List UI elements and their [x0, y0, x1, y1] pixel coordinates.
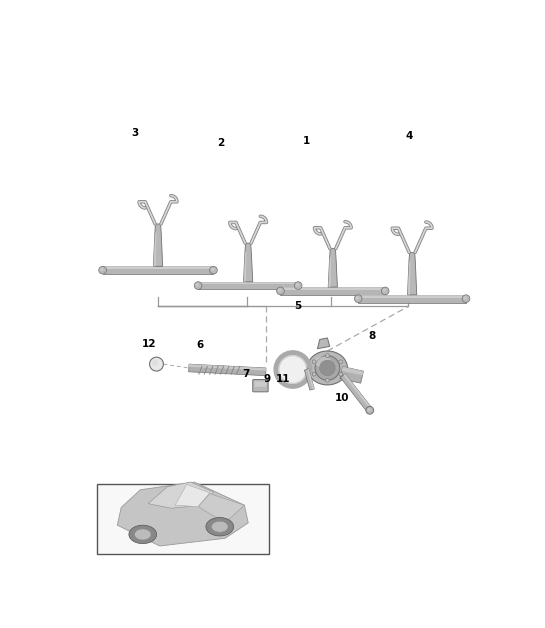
Circle shape: [383, 288, 386, 292]
Text: 10: 10: [335, 393, 349, 403]
Circle shape: [279, 355, 307, 383]
Text: 3: 3: [131, 128, 138, 138]
Circle shape: [99, 266, 106, 274]
Text: 5: 5: [294, 301, 302, 310]
Text: 9: 9: [263, 374, 270, 384]
Polygon shape: [281, 287, 385, 290]
Circle shape: [462, 295, 470, 303]
Circle shape: [210, 266, 217, 274]
Text: 4: 4: [405, 131, 413, 141]
Circle shape: [278, 288, 281, 292]
Text: 8: 8: [368, 330, 376, 340]
Polygon shape: [281, 287, 385, 295]
Circle shape: [464, 296, 467, 300]
Circle shape: [194, 282, 202, 290]
Polygon shape: [342, 367, 364, 376]
Polygon shape: [244, 251, 246, 282]
Ellipse shape: [135, 529, 151, 540]
Polygon shape: [358, 295, 466, 298]
Polygon shape: [198, 282, 298, 284]
Circle shape: [315, 355, 340, 381]
FancyBboxPatch shape: [255, 381, 266, 387]
Polygon shape: [198, 494, 244, 523]
Circle shape: [367, 408, 371, 411]
Circle shape: [339, 372, 343, 376]
Circle shape: [339, 360, 343, 364]
Circle shape: [152, 360, 158, 366]
Polygon shape: [189, 364, 266, 376]
Circle shape: [382, 287, 389, 295]
Circle shape: [354, 295, 362, 303]
Text: 6: 6: [196, 340, 203, 350]
Polygon shape: [328, 256, 331, 287]
Circle shape: [100, 268, 104, 271]
Text: 11: 11: [275, 374, 290, 384]
Circle shape: [325, 378, 329, 382]
Bar: [97, 484, 269, 554]
Text: 1: 1: [303, 136, 310, 146]
Polygon shape: [102, 266, 214, 269]
Polygon shape: [358, 295, 466, 303]
Polygon shape: [102, 266, 214, 274]
Ellipse shape: [307, 351, 348, 385]
Circle shape: [366, 406, 374, 414]
Circle shape: [149, 357, 164, 371]
Circle shape: [312, 360, 316, 364]
Polygon shape: [328, 249, 337, 287]
Polygon shape: [244, 243, 253, 282]
Polygon shape: [408, 252, 417, 295]
Polygon shape: [317, 338, 330, 349]
Text: 12: 12: [142, 338, 156, 349]
Ellipse shape: [314, 357, 331, 367]
Circle shape: [325, 354, 329, 357]
Polygon shape: [175, 484, 210, 507]
Circle shape: [277, 287, 284, 295]
Ellipse shape: [211, 521, 228, 533]
Polygon shape: [305, 369, 314, 390]
Polygon shape: [154, 232, 156, 266]
Text: 7: 7: [242, 369, 250, 379]
Polygon shape: [341, 374, 372, 412]
Ellipse shape: [206, 517, 234, 536]
Polygon shape: [340, 367, 364, 383]
Polygon shape: [154, 224, 162, 266]
Polygon shape: [148, 482, 214, 508]
Polygon shape: [343, 374, 372, 409]
Polygon shape: [408, 260, 410, 295]
FancyBboxPatch shape: [253, 379, 268, 392]
Polygon shape: [117, 482, 248, 546]
Circle shape: [356, 296, 359, 300]
Circle shape: [294, 282, 302, 290]
Circle shape: [196, 283, 199, 286]
Polygon shape: [198, 282, 298, 290]
Circle shape: [211, 268, 214, 271]
Ellipse shape: [129, 525, 156, 544]
Circle shape: [312, 372, 316, 376]
Polygon shape: [307, 369, 314, 389]
Circle shape: [320, 360, 335, 376]
Polygon shape: [189, 364, 266, 371]
Text: 2: 2: [217, 138, 224, 148]
Circle shape: [296, 283, 299, 286]
